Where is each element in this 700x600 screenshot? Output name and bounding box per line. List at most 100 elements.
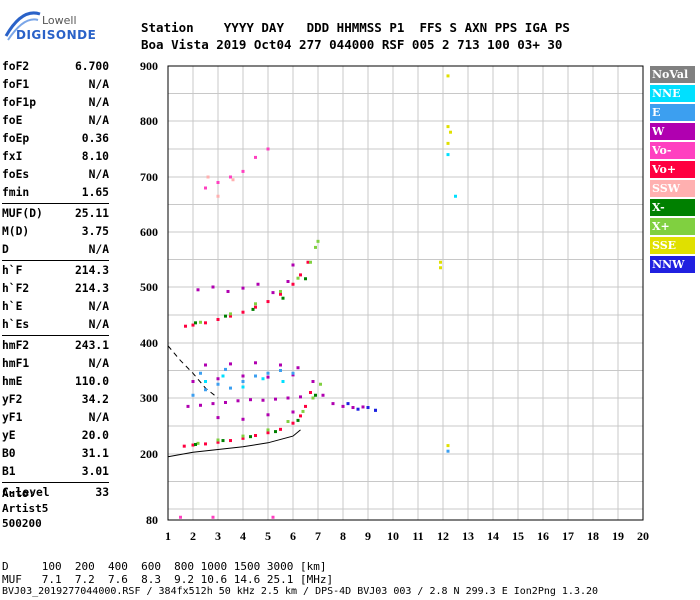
x-tick-label: 6 <box>290 529 296 543</box>
echo-point <box>291 282 295 286</box>
echo-point <box>184 324 187 328</box>
param-label: yF1 <box>2 411 23 424</box>
param-value: 31.1 <box>81 447 109 460</box>
echo-point <box>191 323 195 327</box>
echo-point <box>256 282 260 286</box>
echo-point <box>229 439 232 443</box>
logo-swoosh-icon <box>4 11 41 41</box>
echo-point <box>309 260 312 264</box>
echo-point <box>216 194 220 198</box>
echo-point <box>291 421 295 425</box>
param-row: h`E N/A <box>2 298 109 316</box>
param-value: 3.75 <box>81 225 109 238</box>
x-tick-label: 15 <box>512 529 524 543</box>
echo-point <box>221 439 225 443</box>
param-label: h`E <box>2 300 23 313</box>
param-value: 20.0 <box>81 429 109 442</box>
x-tick-label: 10 <box>387 529 399 543</box>
echo-point <box>216 181 220 184</box>
x-tick-label: 5 <box>265 529 271 543</box>
x-tick-label: 11 <box>412 529 423 543</box>
param-row: yF1 N/A <box>2 409 109 427</box>
echo-point <box>254 155 257 159</box>
echo-point <box>266 375 270 379</box>
param-label: h`Es <box>2 318 30 331</box>
logo-brand: Lowell <box>42 14 77 27</box>
echo-point <box>306 260 310 264</box>
echo-point <box>211 402 215 406</box>
param-label: hmE <box>2 375 23 388</box>
param-value: 6.700 <box>74 60 109 73</box>
echo-point <box>454 194 457 198</box>
echo-point <box>224 314 227 318</box>
param-row: B0 31.1 <box>2 445 109 463</box>
digisonde-logo: Lowell DIGISONDE <box>2 6 96 46</box>
echo-point <box>271 515 275 519</box>
auto-artist: Artist5 <box>2 502 49 515</box>
echo-point <box>274 430 277 434</box>
x-tick-label: 14 <box>487 529 499 543</box>
echo-point <box>286 420 290 424</box>
param-value: N/A <box>88 318 109 331</box>
echo-point <box>361 405 365 409</box>
echo-point <box>291 373 295 377</box>
echo-point <box>241 436 245 440</box>
param-value: 1.65 <box>81 186 109 199</box>
legend-item: X+ <box>650 218 695 235</box>
echo-point <box>321 393 325 397</box>
param-label: h`F <box>2 264 23 277</box>
echo-point <box>211 285 215 289</box>
echo-point <box>249 398 252 402</box>
echo-point <box>249 435 252 439</box>
echo-point <box>266 431 270 435</box>
echo-point <box>221 374 225 378</box>
param-value: N/A <box>88 168 109 181</box>
echo-point <box>182 444 186 448</box>
echo-point <box>266 428 270 432</box>
header-fields-row: Station YYYY DAY DDD HHMMSS P1 FFS S AXN… <box>141 20 570 35</box>
echo-point <box>299 395 302 399</box>
echo-point <box>366 406 370 410</box>
echo-point <box>254 302 257 306</box>
echo-point <box>446 74 450 78</box>
echo-point <box>299 414 302 418</box>
auto-label: Auto: <box>2 487 36 500</box>
param-label: foF1p <box>2 96 37 109</box>
param-row: hmF2 243.1 <box>2 337 109 355</box>
echo-point <box>204 363 207 367</box>
param-value: N/A <box>88 96 109 109</box>
echo-point <box>279 427 282 431</box>
echo-point <box>316 239 320 243</box>
echo-point <box>296 366 300 370</box>
param-divider <box>2 482 109 483</box>
echo-point <box>224 400 227 404</box>
echo-point <box>266 300 270 304</box>
param-row: B1 3.01 <box>2 463 109 481</box>
echo-point <box>261 398 265 402</box>
param-row: yE 20.0 <box>2 427 109 445</box>
echo-point <box>229 175 232 179</box>
param-label: yE <box>2 429 16 442</box>
param-value: 25.11 <box>74 207 109 220</box>
param-value: 3.01 <box>81 465 109 478</box>
echo-point <box>331 402 335 406</box>
y-tick-label: 300 <box>140 391 158 405</box>
param-row: fxI 8.10 <box>2 148 109 166</box>
echo-point <box>446 141 450 145</box>
echo-point <box>216 438 220 442</box>
echo-point <box>241 434 245 438</box>
x-tick-label: 17 <box>562 529 574 543</box>
echo-point <box>196 441 200 445</box>
echo-point <box>351 406 355 410</box>
y-tick-label: 200 <box>140 447 158 461</box>
echo-point <box>194 442 197 446</box>
echo-point <box>304 404 307 408</box>
param-label: C-level <box>2 486 50 499</box>
echo-point <box>446 125 450 129</box>
echo-point <box>199 403 202 407</box>
echo-point <box>226 289 230 293</box>
echo-point <box>296 276 300 280</box>
profile-curve <box>167 429 301 458</box>
echo-point <box>446 153 450 157</box>
echo-point <box>281 380 285 383</box>
